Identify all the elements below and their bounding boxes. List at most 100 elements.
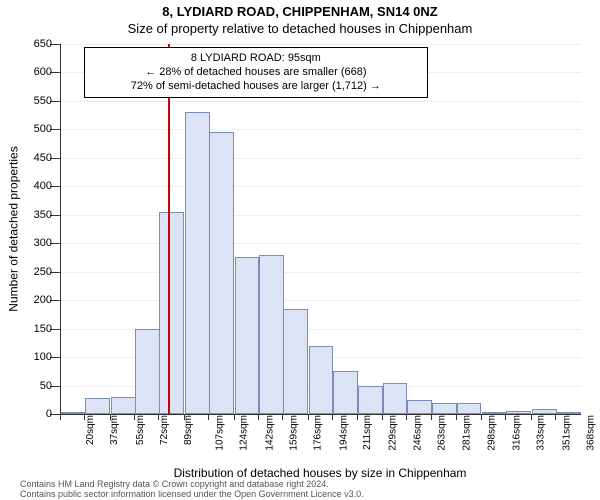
overlay-line1: 8 LYDIARD ROAD: 95sqm <box>91 51 421 65</box>
y-tick-label: 250 <box>12 266 52 278</box>
y-tick-label: 350 <box>12 209 52 221</box>
y-tick-label: 200 <box>12 294 52 306</box>
histogram-bar <box>61 412 86 414</box>
footer-attribution: Contains HM Land Registry data © Crown c… <box>20 480 364 500</box>
x-tick <box>208 414 209 420</box>
y-tick-label: 400 <box>12 180 52 192</box>
x-tick-label: 368sqm <box>586 415 597 451</box>
x-tick-label: 159sqm <box>288 415 299 451</box>
x-tick <box>431 414 432 420</box>
y-tick-label: 650 <box>12 38 52 50</box>
histogram-bar <box>333 371 358 414</box>
x-tick <box>234 414 235 420</box>
histogram-plot: 8 LYDIARD ROAD: 95sqm← 28% of detached h… <box>60 44 580 414</box>
x-tick-label: 246sqm <box>412 415 423 451</box>
x-tick <box>258 414 259 420</box>
histogram-bar <box>159 212 184 414</box>
overlay-line2: ← 28% of detached houses are smaller (66… <box>91 65 421 79</box>
histogram-bar <box>358 386 383 414</box>
x-tick-label: 263sqm <box>436 415 447 451</box>
histogram-bar <box>209 132 234 414</box>
x-tick <box>308 414 309 420</box>
histogram-bar <box>457 403 482 414</box>
x-tick-label: 333sqm <box>536 415 547 451</box>
x-tick-label: 351sqm <box>562 415 573 451</box>
y-tick-label: 150 <box>12 323 52 335</box>
y-tick-label: 100 <box>12 351 52 363</box>
footer-line2: Contains public sector information licen… <box>20 490 364 500</box>
histogram-bar <box>506 411 531 414</box>
histogram-bar <box>432 403 457 414</box>
x-tick <box>158 414 159 420</box>
x-tick-label: 107sqm <box>214 415 225 451</box>
histogram-bar <box>532 409 557 414</box>
histogram-bar <box>482 412 507 414</box>
histogram-bar <box>556 412 581 414</box>
grid-line <box>61 101 581 102</box>
histogram-bar <box>135 329 160 414</box>
histogram-bar <box>259 255 284 414</box>
histogram-bar <box>407 400 432 414</box>
x-tick-label: 55sqm <box>135 415 146 445</box>
y-tick-label: 450 <box>12 152 52 164</box>
grid-line <box>61 300 581 301</box>
y-tick-label: 0 <box>12 408 52 420</box>
histogram-bar <box>283 309 308 414</box>
x-tick-label: 194sqm <box>338 415 349 451</box>
histogram-bar <box>309 346 334 414</box>
x-tick <box>332 414 333 420</box>
histogram-bar <box>383 383 408 414</box>
x-tick-label: 229sqm <box>388 415 399 451</box>
y-tick-label: 550 <box>12 95 52 107</box>
x-tick-label: 20sqm <box>85 415 96 445</box>
x-tick <box>531 414 532 420</box>
grid-line <box>61 272 581 273</box>
grid-line <box>61 129 581 130</box>
x-tick-label: 281sqm <box>462 415 473 451</box>
x-tick-label: 89sqm <box>183 415 194 445</box>
plot-area: 8 LYDIARD ROAD: 95sqm← 28% of detached h… <box>60 44 581 415</box>
histogram-bar <box>185 112 210 414</box>
histogram-bar <box>235 257 260 414</box>
histogram-bar <box>111 397 136 414</box>
x-tick <box>555 414 556 420</box>
x-tick <box>481 414 482 420</box>
root-container: 8, LYDIARD ROAD, CHIPPENHAM, SN14 0NZ Si… <box>0 0 600 500</box>
x-tick <box>456 414 457 420</box>
y-axis-title: Number of detached properties <box>7 146 21 311</box>
x-tick <box>505 414 506 420</box>
page-subtitle: Size of property relative to detached ho… <box>0 21 600 36</box>
x-tick-label: 124sqm <box>239 415 250 451</box>
x-axis-title: Distribution of detached houses by size … <box>60 466 580 480</box>
x-tick <box>357 414 358 420</box>
grid-line <box>61 215 581 216</box>
x-tick <box>84 414 85 420</box>
histogram-bar <box>85 398 110 414</box>
grid-line <box>61 186 581 187</box>
threshold-line <box>168 44 170 414</box>
grid-line <box>61 243 581 244</box>
overlay-info-box: 8 LYDIARD ROAD: 95sqm← 28% of detached h… <box>84 47 428 98</box>
y-tick-label: 300 <box>12 237 52 249</box>
y-tick-label: 50 <box>12 380 52 392</box>
x-tick-label: 211sqm <box>362 415 373 450</box>
x-tick <box>382 414 383 420</box>
y-tick-label: 500 <box>12 123 52 135</box>
grid-line <box>61 158 581 159</box>
x-tick <box>110 414 111 420</box>
x-tick-label: 316sqm <box>512 415 523 451</box>
page-title-address: 8, LYDIARD ROAD, CHIPPENHAM, SN14 0NZ <box>0 4 600 19</box>
x-tick-label: 142sqm <box>264 415 275 451</box>
x-tick <box>184 414 185 420</box>
grid-line <box>61 44 581 45</box>
overlay-line3: 72% of semi-detached houses are larger (… <box>91 79 421 93</box>
x-tick <box>282 414 283 420</box>
x-tick <box>60 414 61 420</box>
x-tick-label: 37sqm <box>109 415 120 445</box>
y-tick-label: 600 <box>12 66 52 78</box>
x-tick <box>134 414 135 420</box>
x-tick <box>406 414 407 420</box>
x-tick-label: 72sqm <box>159 415 170 445</box>
x-tick-label: 298sqm <box>486 415 497 451</box>
x-tick-label: 176sqm <box>313 415 324 451</box>
